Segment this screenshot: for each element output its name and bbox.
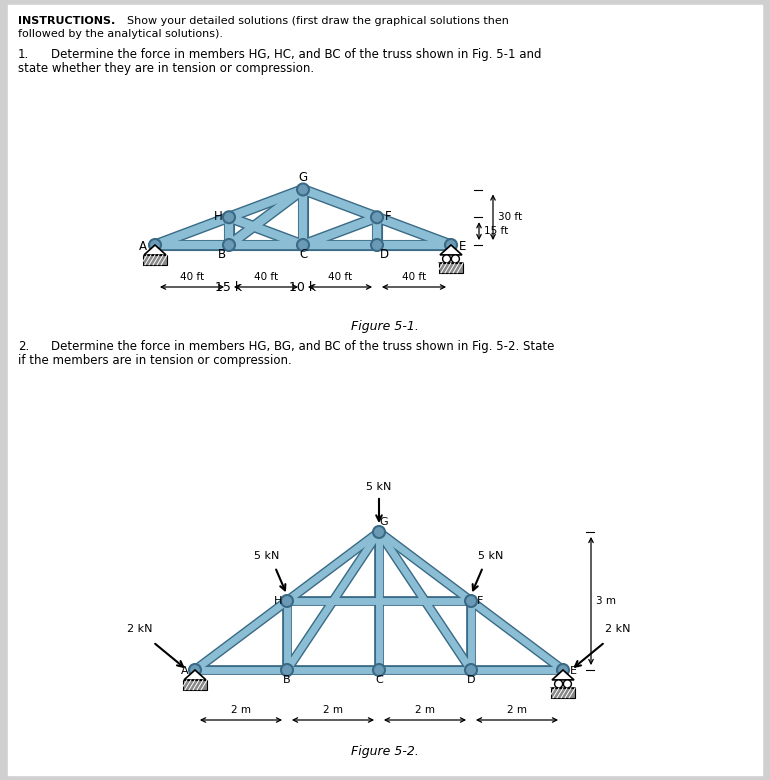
Polygon shape xyxy=(440,245,462,255)
Circle shape xyxy=(373,526,385,538)
Text: 2.: 2. xyxy=(18,340,29,353)
Text: 40 ft: 40 ft xyxy=(180,272,204,282)
Circle shape xyxy=(371,239,383,251)
Circle shape xyxy=(373,664,385,676)
Text: D: D xyxy=(467,675,475,685)
Text: E: E xyxy=(460,239,467,253)
Circle shape xyxy=(465,664,477,676)
Polygon shape xyxy=(552,670,574,680)
Text: followed by the analytical solutions).: followed by the analytical solutions). xyxy=(18,29,223,39)
Text: A: A xyxy=(181,666,189,676)
Text: Determine the force in members HG, HC, and BC of the truss shown in Fig. 5-1 and: Determine the force in members HG, HC, a… xyxy=(36,48,541,61)
Text: 2 kN: 2 kN xyxy=(605,624,631,634)
Circle shape xyxy=(465,595,477,607)
Text: G: G xyxy=(299,171,307,184)
Text: 2 m: 2 m xyxy=(415,705,435,715)
Text: Determine the force in members HG, BG, and BC of the truss shown in Fig. 5-2. St: Determine the force in members HG, BG, a… xyxy=(36,340,554,353)
Circle shape xyxy=(297,239,309,251)
Text: 10 k: 10 k xyxy=(290,281,316,294)
Circle shape xyxy=(445,239,457,251)
Text: B: B xyxy=(283,675,291,685)
Bar xyxy=(439,263,463,273)
Text: D: D xyxy=(380,249,389,261)
Text: F: F xyxy=(477,596,484,606)
Text: Figure 5-1.: Figure 5-1. xyxy=(351,320,419,333)
Text: 2 kN: 2 kN xyxy=(127,624,152,634)
Circle shape xyxy=(281,595,293,607)
Circle shape xyxy=(223,239,235,251)
Circle shape xyxy=(564,680,571,688)
Circle shape xyxy=(281,664,293,676)
Circle shape xyxy=(371,211,383,223)
Text: 2 m: 2 m xyxy=(323,705,343,715)
Text: H: H xyxy=(213,210,223,223)
Text: 40 ft: 40 ft xyxy=(402,272,426,282)
Text: Show your detailed solutions (first draw the graphical solutions then: Show your detailed solutions (first draw… xyxy=(113,16,509,26)
Circle shape xyxy=(189,664,201,676)
Bar xyxy=(551,688,575,698)
Polygon shape xyxy=(144,245,166,255)
Bar xyxy=(143,255,167,265)
Circle shape xyxy=(223,211,235,223)
Text: 15 ft: 15 ft xyxy=(484,226,508,236)
Circle shape xyxy=(149,239,161,251)
FancyBboxPatch shape xyxy=(8,5,762,775)
Circle shape xyxy=(557,664,569,676)
Circle shape xyxy=(443,255,450,263)
Text: 5 kN: 5 kN xyxy=(254,551,280,561)
Text: G: G xyxy=(380,517,388,527)
Text: 2 m: 2 m xyxy=(507,705,527,715)
Text: B: B xyxy=(218,249,226,261)
Polygon shape xyxy=(184,670,206,680)
Text: 3 m: 3 m xyxy=(596,596,616,606)
Circle shape xyxy=(451,255,460,263)
Circle shape xyxy=(554,680,563,688)
Circle shape xyxy=(297,183,309,196)
Bar xyxy=(183,680,207,690)
Text: 5 kN: 5 kN xyxy=(478,551,504,561)
Text: C: C xyxy=(299,249,307,261)
Text: 40 ft: 40 ft xyxy=(254,272,278,282)
Text: 1.: 1. xyxy=(18,48,29,61)
Text: 2 m: 2 m xyxy=(231,705,251,715)
Text: 40 ft: 40 ft xyxy=(328,272,352,282)
Text: Figure 5-2.: Figure 5-2. xyxy=(351,745,419,758)
Text: E: E xyxy=(570,666,577,676)
Text: A: A xyxy=(139,239,147,253)
Text: C: C xyxy=(375,675,383,685)
Text: F: F xyxy=(385,210,391,223)
Text: 30 ft: 30 ft xyxy=(498,212,522,222)
Text: H: H xyxy=(274,596,282,606)
Text: if the members are in tension or compression.: if the members are in tension or compres… xyxy=(18,354,292,367)
Text: 15 k: 15 k xyxy=(216,281,243,294)
Text: 5 kN: 5 kN xyxy=(367,482,392,492)
Text: INSTRUCTIONS.: INSTRUCTIONS. xyxy=(18,16,116,26)
Text: state whether they are in tension or compression.: state whether they are in tension or com… xyxy=(18,62,314,75)
